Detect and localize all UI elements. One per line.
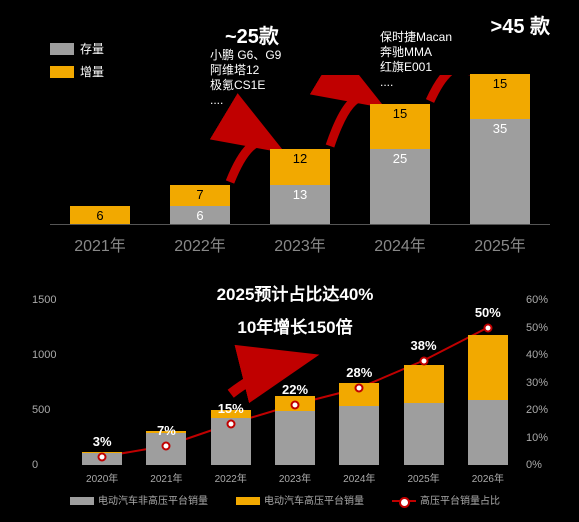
line-point: [226, 419, 235, 428]
stock-segment: 6: [170, 206, 230, 224]
bottom-x-label: 2023年: [275, 470, 315, 485]
stock-value: 13: [270, 187, 330, 202]
increment-segment: 6: [70, 206, 130, 224]
nonhv-segment: [468, 400, 508, 465]
y-right-tick: 50%: [526, 322, 548, 334]
nonhv-segment: [404, 403, 444, 465]
bottom-x-label: 2024年: [339, 470, 379, 485]
pct-label: 38%: [411, 338, 437, 353]
top-x-label: 2024年: [360, 232, 440, 256]
bottom-x-label: 2020年: [82, 470, 122, 485]
stock-value: 35: [470, 121, 530, 136]
top-x-label: 2021年: [60, 232, 140, 256]
increment-value: 6: [70, 208, 130, 223]
hv-segment: [468, 335, 508, 400]
increment-value: 7: [170, 187, 230, 202]
increment-segment: 15: [370, 104, 430, 149]
headline-45: >45 款: [491, 10, 550, 39]
swatch-grey: [70, 497, 94, 505]
stock-value: 6: [170, 208, 230, 223]
bottom-x-label: 2021年: [146, 470, 186, 485]
swatch-stock: [50, 43, 74, 55]
increment-value: 15: [470, 76, 530, 91]
increment-segment: 12: [270, 149, 330, 185]
y-left-tick: 0: [32, 459, 38, 471]
nonhv-segment: [275, 411, 315, 465]
stock-value: 25: [370, 151, 430, 166]
top-x-label: 2022年: [160, 232, 240, 256]
swatch-line: [392, 500, 416, 502]
line-point: [483, 323, 492, 332]
top-plot-area: 676121315251535: [50, 75, 550, 225]
stock-segment: 25: [370, 149, 430, 224]
pct-label: 15%: [218, 401, 244, 416]
bottom-plot-area: 0500100015000%10%20%30%40%50%60%3%7%15%2…: [70, 300, 520, 465]
increment-value: 12: [270, 151, 330, 166]
bottom-bar-2022年: [211, 410, 251, 465]
top-bar-2024年: 1525: [370, 104, 430, 224]
line-point: [355, 384, 364, 393]
nonhv-segment: [339, 406, 379, 465]
increment-segment: 7: [170, 185, 230, 206]
bottom-x-label: 2025年: [404, 470, 444, 485]
y-right-tick: 20%: [526, 404, 548, 416]
headline-25: ~25款: [225, 20, 279, 49]
pct-label: 50%: [475, 305, 501, 320]
legend-grey-label: 电动汽车非高压平台销量: [98, 496, 208, 507]
increment-value: 15: [370, 106, 430, 121]
bottom-x-label: 2026年: [468, 470, 508, 485]
y-left-tick: 500: [32, 404, 50, 416]
bottom-bar-2026年: [468, 335, 508, 465]
line-point: [98, 452, 107, 461]
pct-label: 22%: [282, 382, 308, 397]
stock-segment: 35: [470, 119, 530, 224]
y-right-tick: 30%: [526, 377, 548, 389]
bottom-legend: 电动汽车非高压平台销量 电动汽车高压平台销量 高压平台销量占比: [70, 492, 560, 507]
top-bar-2021年: 6: [70, 206, 130, 224]
pct-label: 3%: [93, 434, 112, 449]
line-point: [162, 441, 171, 450]
y-left-tick: 1500: [32, 294, 56, 306]
stock-segment: 13: [270, 185, 330, 224]
pct-label: 7%: [157, 423, 176, 438]
pct-label: 28%: [346, 365, 372, 380]
top-bar-2025年: 1535: [470, 74, 530, 224]
top-chart: 存量 增量 ~25款 >45 款 小鹏 G6、G9阿维塔12极氪CS1E....…: [50, 10, 550, 260]
bottom-x-label: 2022年: [211, 470, 251, 485]
top-x-label: 2023年: [260, 232, 340, 256]
top-bar-2023年: 12 13: [270, 149, 330, 224]
y-right-tick: 0%: [526, 459, 542, 471]
swatch-yellow: [236, 497, 260, 505]
legend-line-label: 高压平台销量占比: [420, 496, 500, 507]
line-point: [291, 400, 300, 409]
y-right-tick: 40%: [526, 349, 548, 361]
bottom-bar-2024年: [339, 383, 379, 465]
legend-yellow-label: 电动汽车高压平台销量: [264, 496, 364, 507]
bottom-chart: 2025预计占比达40% 10年增长150倍 0500100015000%10%…: [30, 280, 560, 510]
legend-stock-label: 存量: [80, 40, 104, 57]
top-bar-2022年: 76: [170, 185, 230, 224]
line-point: [419, 356, 428, 365]
hv-segment: [404, 365, 444, 404]
increment-segment: 15: [470, 74, 530, 119]
y-left-tick: 1000: [32, 349, 56, 361]
y-right-tick: 10%: [526, 432, 548, 444]
bottom-bar-2025年: [404, 365, 444, 465]
top-x-label: 2025年: [460, 232, 540, 256]
y-right-tick: 60%: [526, 294, 548, 306]
